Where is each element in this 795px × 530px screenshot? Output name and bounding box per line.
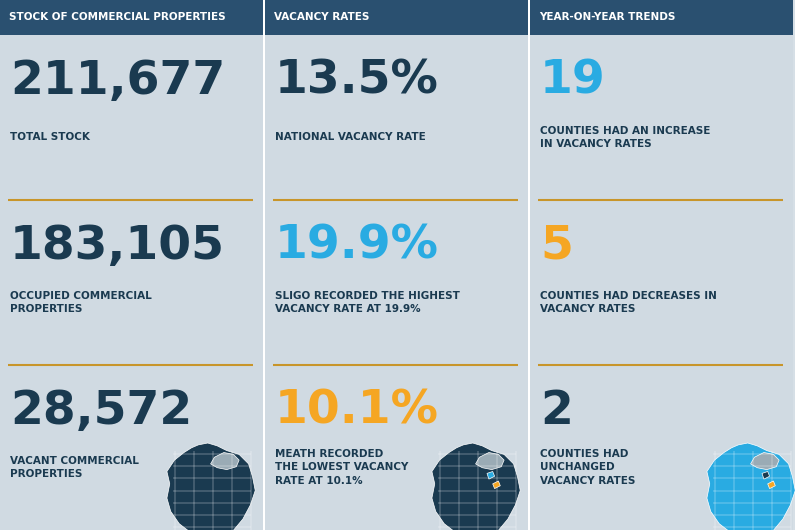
Polygon shape <box>493 481 500 489</box>
Text: OCCUPIED COMMERCIAL
PROPERTIES: OCCUPIED COMMERCIAL PROPERTIES <box>10 290 152 314</box>
Text: SLIGO RECORDED THE HIGHEST
VACANCY RATE AT 19.9%: SLIGO RECORDED THE HIGHEST VACANCY RATE … <box>275 290 460 314</box>
Text: COUNTIES HAD
UNCHANGED
VACANCY RATES: COUNTIES HAD UNCHANGED VACANCY RATES <box>540 449 635 485</box>
Polygon shape <box>487 472 494 479</box>
Text: VACANT COMMERCIAL
PROPERTIES: VACANT COMMERCIAL PROPERTIES <box>10 456 139 479</box>
Text: 28,572: 28,572 <box>10 388 192 434</box>
Text: STOCK OF COMMERCIAL PROPERTIES: STOCK OF COMMERCIAL PROPERTIES <box>9 13 226 22</box>
Bar <box>528 0 530 530</box>
Polygon shape <box>475 453 504 470</box>
Bar <box>530 0 793 530</box>
Bar <box>265 0 528 35</box>
Text: 211,677: 211,677 <box>10 59 225 104</box>
Polygon shape <box>211 453 239 470</box>
Polygon shape <box>707 443 795 530</box>
Polygon shape <box>762 472 770 479</box>
Polygon shape <box>167 443 255 530</box>
Polygon shape <box>432 443 520 530</box>
Bar <box>263 0 265 530</box>
Text: COUNTIES HAD AN INCREASE
IN VACANCY RATES: COUNTIES HAD AN INCREASE IN VACANCY RATE… <box>540 126 711 149</box>
Text: 2: 2 <box>540 388 573 434</box>
Text: 19: 19 <box>540 59 606 104</box>
Text: 19.9%: 19.9% <box>275 224 439 269</box>
Polygon shape <box>768 481 775 489</box>
Text: COUNTIES HAD DECREASES IN
VACANCY RATES: COUNTIES HAD DECREASES IN VACANCY RATES <box>540 290 717 314</box>
Text: MEATH RECORDED
THE LOWEST VACANCY
RATE AT 10.1%: MEATH RECORDED THE LOWEST VACANCY RATE A… <box>275 449 409 485</box>
Text: 13.5%: 13.5% <box>275 59 439 104</box>
Bar <box>530 0 793 35</box>
Text: VACANCY RATES: VACANCY RATES <box>274 13 370 22</box>
Bar <box>0 0 263 530</box>
Bar <box>265 0 528 530</box>
Polygon shape <box>750 453 779 470</box>
Text: TOTAL STOCK: TOTAL STOCK <box>10 132 90 142</box>
Text: 10.1%: 10.1% <box>275 388 439 434</box>
Text: 5: 5 <box>540 224 573 269</box>
Text: YEAR-ON-YEAR TRENDS: YEAR-ON-YEAR TRENDS <box>539 13 676 22</box>
Text: NATIONAL VACANCY RATE: NATIONAL VACANCY RATE <box>275 132 426 142</box>
Bar <box>0 0 263 35</box>
Text: 183,105: 183,105 <box>10 224 225 269</box>
